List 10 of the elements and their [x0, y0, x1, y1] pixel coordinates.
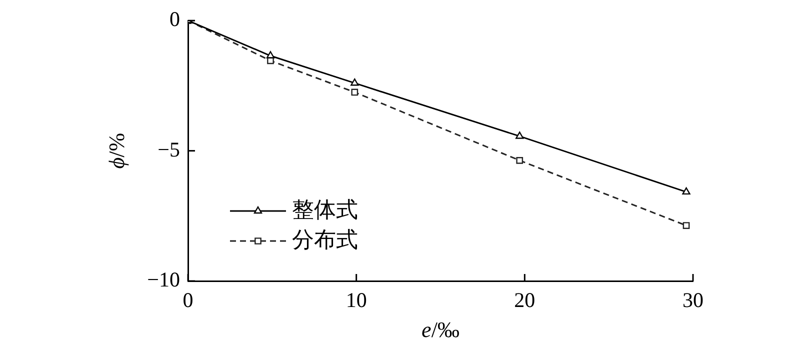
x-tick-label: 10 [346, 288, 367, 312]
x-tick-label: 20 [514, 288, 536, 312]
y-tick-label: −5 [158, 137, 180, 162]
y-axis-title: ϕ/% [104, 132, 129, 169]
y-tick-label: 0 [170, 7, 180, 32]
legend-label: 整体式 [292, 196, 358, 222]
y-tick-label: −10 [147, 268, 180, 292]
legend-label: 分布式 [292, 226, 358, 252]
x-tick-label: 30 [682, 288, 704, 312]
x-axis-title: e/‰ [422, 316, 460, 342]
